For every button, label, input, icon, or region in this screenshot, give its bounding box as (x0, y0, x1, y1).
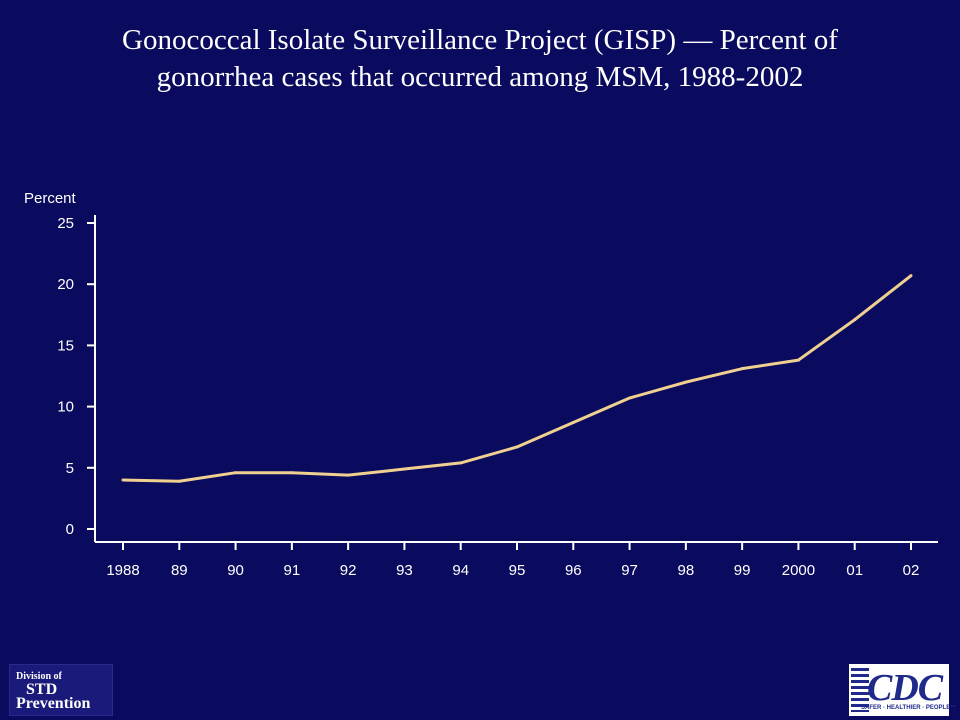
x-tick-label: 98 (678, 562, 695, 579)
x-tick-label: 1988 (106, 562, 139, 579)
data-point (402, 467, 406, 471)
x-tick-label: 95 (509, 562, 526, 579)
cdc-logo-stripes (851, 668, 869, 712)
data-point (290, 471, 294, 475)
chart-title-line2: gonorrhea cases that occurred among MSM,… (156, 61, 804, 93)
x-tick-label: 02 (903, 562, 920, 579)
std-logo-line1: Division of (16, 671, 62, 682)
x-tick-label: 89 (171, 562, 188, 579)
x-tick-label: 92 (340, 562, 357, 579)
y-axis-label: Percent (24, 190, 77, 207)
data-point (571, 421, 575, 425)
data-point (853, 318, 857, 322)
data-point (234, 471, 238, 475)
data-point (740, 367, 744, 371)
x-tick-label: 91 (284, 562, 301, 579)
data-point (346, 473, 350, 477)
x-tick-label: 2000 (782, 562, 815, 579)
data-point (515, 445, 519, 449)
data-point (628, 396, 632, 400)
y-tick-label: 15 (57, 337, 74, 354)
x-tick-label: 94 (452, 562, 469, 579)
data-point (684, 380, 688, 384)
chart-title-line1: Gonococcal Isolate Surveillance Project … (122, 24, 838, 56)
x-tick-label: 99 (734, 562, 751, 579)
std-logo-line2: STD (26, 681, 58, 698)
x-tick-label: 96 (565, 562, 582, 579)
y-tick-label: 25 (57, 215, 74, 232)
data-point (909, 274, 913, 278)
x-tick-label: 90 (227, 562, 244, 579)
std-logo-line3: Prevention (16, 695, 91, 712)
y-tick-label: 20 (57, 276, 74, 293)
series-line (122, 274, 912, 483)
y-tick-label: 0 (66, 521, 74, 538)
data-point (177, 479, 181, 483)
cdc-logo: CDC SAFER · HEALTHIER · PEOPLE™ (849, 664, 956, 716)
std-division-logo: Division of STD Prevention (9, 664, 113, 716)
y-tick-label: 5 (66, 460, 74, 477)
x-tick-label: 97 (621, 562, 638, 579)
x-tick-label: 93 (396, 562, 413, 579)
x-tick-label: 01 (846, 562, 863, 579)
y-tick-label: 10 (57, 399, 74, 416)
chart-title: Gonococcal Isolate Surveillance Project … (0, 22, 960, 96)
data-point (121, 478, 125, 482)
cdc-logo-tagline: SAFER · HEALTHIER · PEOPLE™ (861, 705, 957, 711)
cdc-logo-text: CDC (867, 667, 943, 709)
data-point (796, 358, 800, 362)
data-point (459, 461, 463, 465)
